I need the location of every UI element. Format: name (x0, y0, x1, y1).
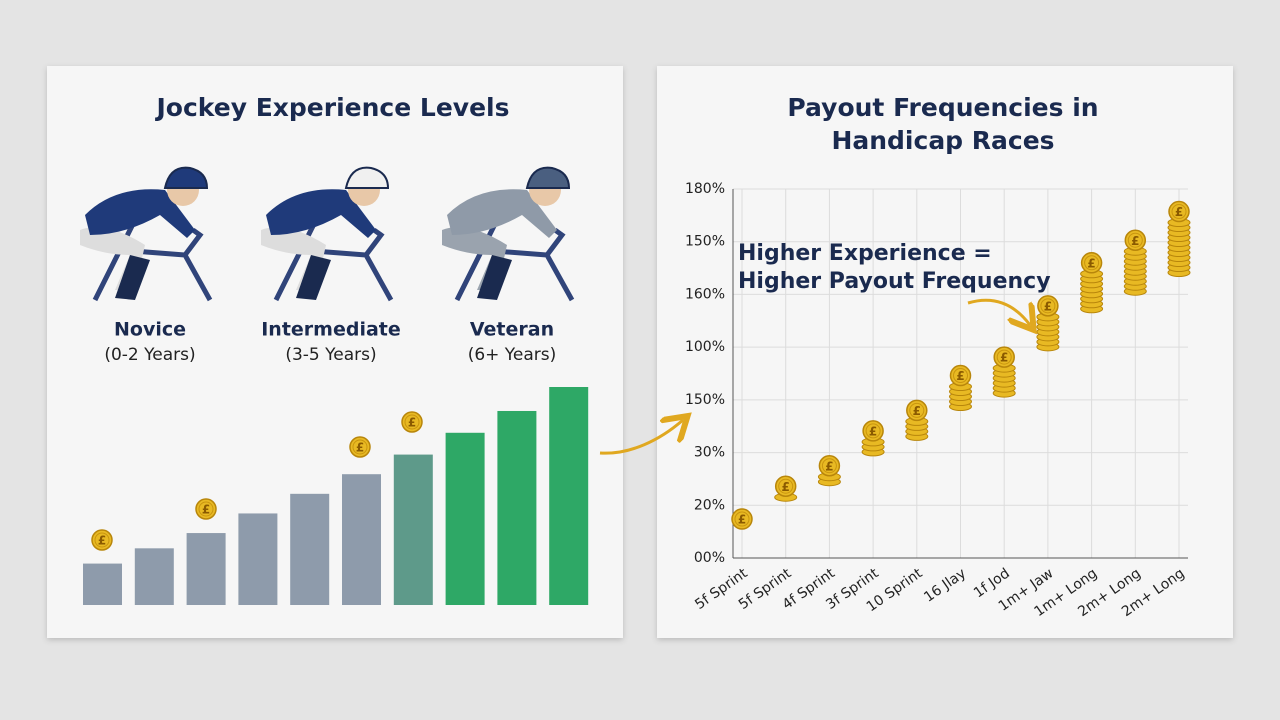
jockeys (80, 166, 575, 302)
bar (549, 387, 589, 605)
y-tick-label: 150% (685, 234, 725, 250)
bar (83, 563, 122, 605)
coin-rim (404, 414, 420, 430)
coin-symbol: £ (98, 534, 106, 548)
level-name: Veteran (470, 319, 554, 341)
y-tick-label: 180% (685, 181, 725, 197)
rider-helmet (163, 166, 209, 189)
y-tick-label: 160% (685, 286, 725, 302)
coin-rim (94, 532, 110, 548)
right-panel (657, 66, 1233, 638)
annotation-arrow (967, 298, 1030, 325)
y-tick-label: 20% (694, 497, 725, 513)
y-tick-label: 30% (694, 445, 725, 461)
coin-rim (198, 501, 214, 517)
level-name: Novice (114, 319, 186, 341)
bar (238, 513, 278, 605)
coin-rim (1171, 204, 1187, 220)
coin-symbol: £ (913, 404, 921, 418)
coin-symbol: £ (356, 441, 364, 455)
bar (342, 474, 381, 605)
coin-symbol: £ (1131, 234, 1139, 248)
bar (290, 493, 330, 605)
y-tick-label: 100% (685, 339, 725, 355)
coin-symbol: £ (408, 416, 416, 430)
coin-rim (865, 423, 881, 439)
coin-rim (352, 439, 368, 455)
rider-body (447, 189, 557, 238)
coin-symbol: £ (782, 480, 790, 494)
rider-boot (477, 255, 512, 300)
rider-helmet (525, 166, 571, 189)
right-title: Payout Frequencies in (787, 93, 1098, 122)
rider-boot (296, 255, 331, 300)
y-tick-label: 00% (694, 550, 725, 566)
level-name: Intermediate (261, 319, 401, 341)
annotation: Higher Experience = (738, 241, 992, 266)
jockey (261, 166, 394, 302)
coin-symbol: £ (956, 369, 964, 383)
coin-rim (909, 402, 925, 418)
coin-symbol: £ (869, 424, 877, 438)
coin-symbol: £ (738, 513, 746, 527)
right-title: Handicap Races (831, 126, 1054, 155)
level-years: (0-2 Years) (104, 345, 195, 365)
rider-body (85, 189, 195, 238)
link-arrow (599, 420, 683, 455)
jockey (80, 166, 213, 302)
coin-rim (953, 368, 968, 384)
left-title: Jockey Experience Levels (155, 93, 510, 122)
rider-boot (115, 255, 150, 300)
coin-symbol: £ (202, 503, 210, 517)
bar (186, 533, 226, 605)
jockey (442, 166, 575, 302)
bar (445, 432, 485, 605)
coin-rim (1127, 232, 1143, 248)
annotation: Higher Payout Frequency (738, 269, 1051, 294)
bar (393, 454, 433, 605)
coin-symbol: £ (825, 459, 833, 473)
coin-symbol: £ (1000, 351, 1008, 365)
coin-rim (1040, 298, 1056, 314)
coin-rim (778, 478, 794, 494)
coin-rim (734, 511, 750, 527)
coin-rim (1084, 255, 1100, 271)
rider-helmet (344, 166, 390, 189)
y-tick-label: 150% (685, 392, 725, 408)
coin-rim (996, 349, 1012, 365)
coin-symbol: £ (1087, 256, 1095, 270)
level-years: (3-5 Years) (285, 345, 376, 365)
coin-symbol: £ (1044, 299, 1052, 313)
rider-body (266, 189, 376, 238)
bar (497, 410, 537, 605)
level-years: (6+ Years) (468, 345, 557, 365)
coin-rim (821, 458, 837, 474)
coin-symbol: £ (1175, 205, 1183, 219)
bar (134, 548, 174, 605)
